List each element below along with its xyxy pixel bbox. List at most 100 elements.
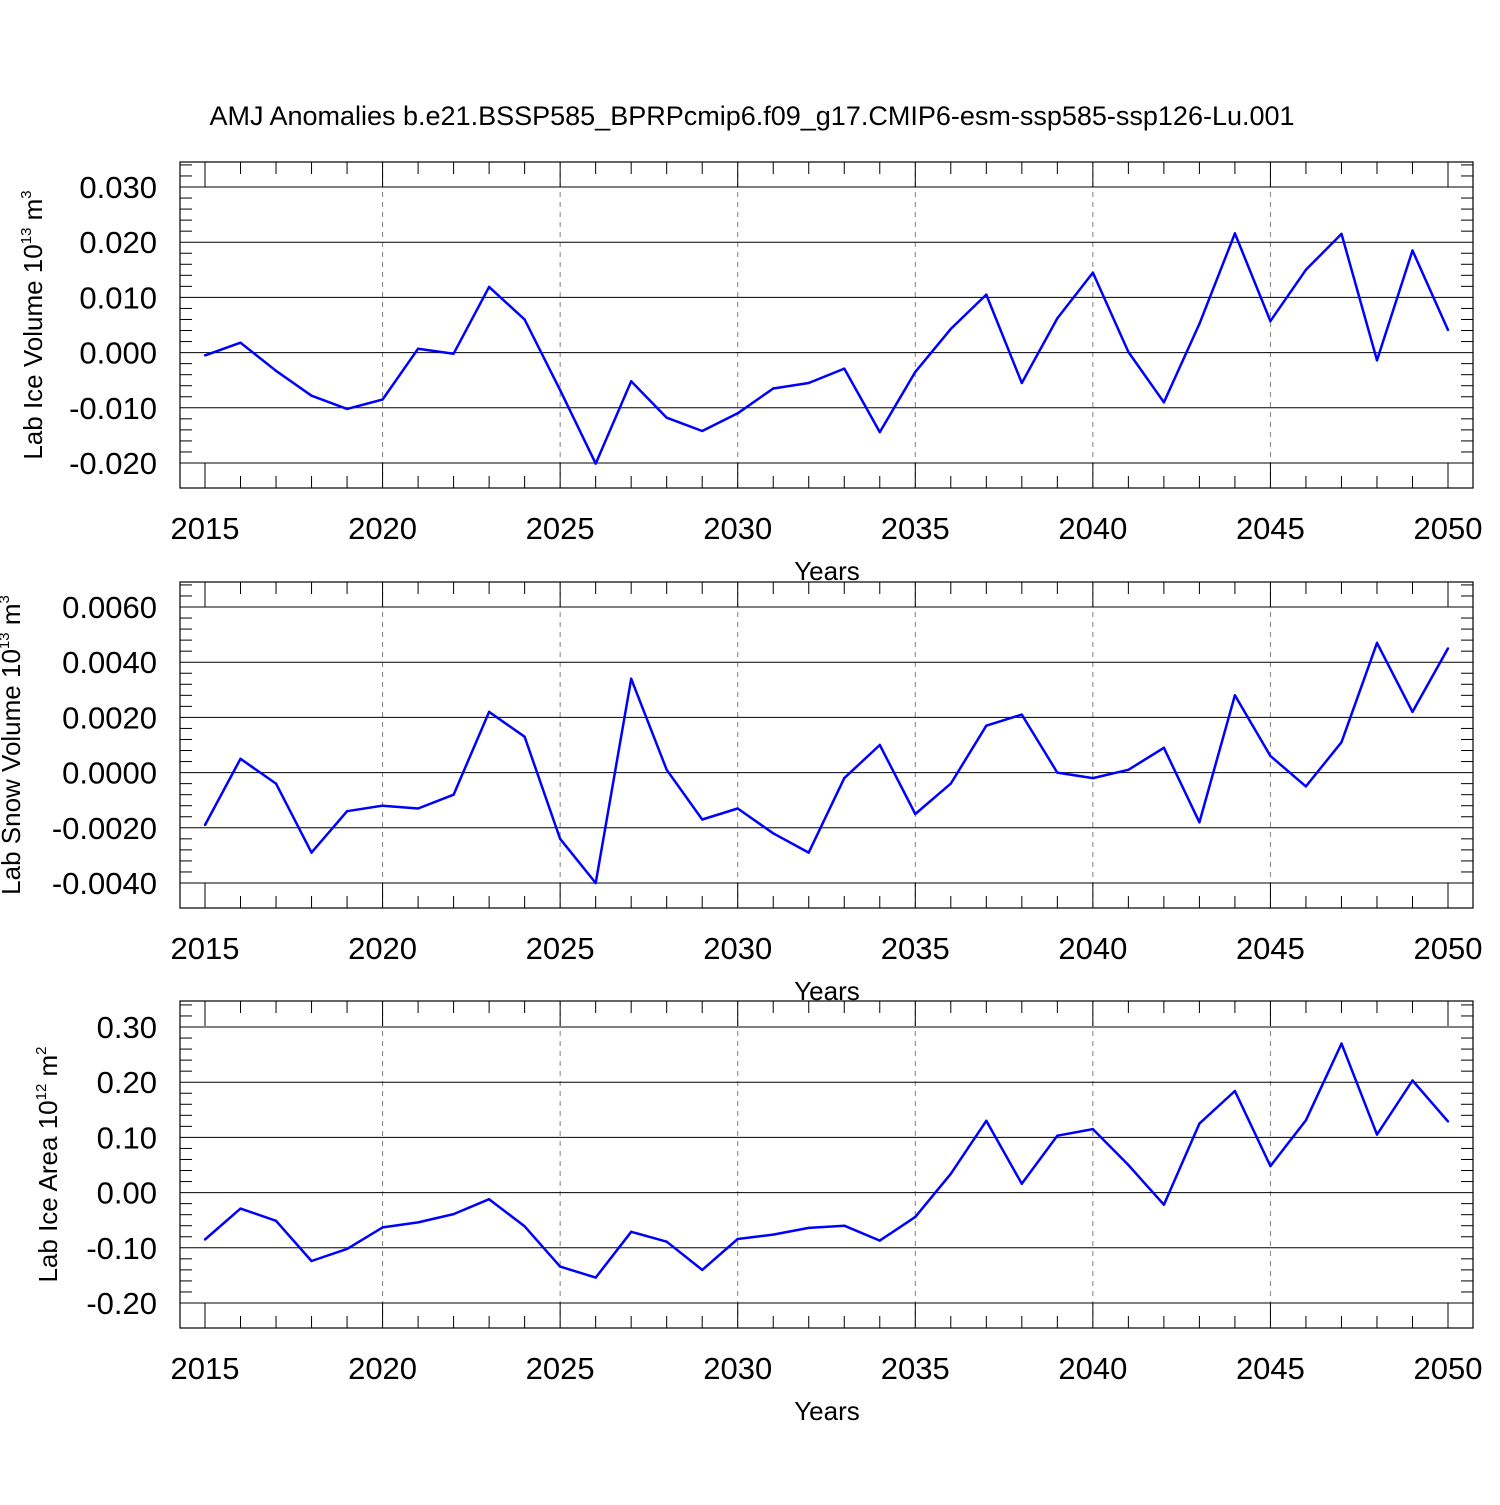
x-tick-label: 2045 [1236, 1351, 1305, 1386]
y-axis-label-exponent: 3 [18, 190, 35, 198]
y-tick-label: 0.00 [97, 1176, 157, 1211]
y-tick-label: 0.0020 [62, 700, 157, 735]
data-point [416, 347, 420, 350]
x-tick-label: 2030 [703, 511, 772, 546]
data-point [1269, 1164, 1272, 1168]
x-tick-label: 2035 [881, 931, 950, 966]
data-point [310, 1259, 313, 1263]
x-tick-label: 2040 [1058, 511, 1127, 546]
y-axis-label-part: Lab Ice Volume 10 [18, 244, 48, 459]
y-axis-label-part: m [33, 1055, 63, 1084]
y-axis-label-exponent: 12 [33, 1084, 50, 1101]
y-tick-label: -0.020 [69, 446, 157, 481]
data-point [1269, 319, 1272, 323]
data-point [1411, 710, 1414, 714]
data-point [772, 387, 775, 390]
data-point [452, 352, 455, 355]
data-point [1233, 232, 1237, 235]
x-tick-label: 2030 [703, 1351, 772, 1386]
series-line [204, 1042, 1449, 1279]
data-point [274, 369, 278, 373]
data-point [1127, 1163, 1130, 1167]
data-point [1304, 785, 1308, 788]
data-point [914, 370, 917, 374]
data-point [1446, 1120, 1450, 1123]
data-point [203, 823, 207, 827]
data-point [558, 388, 562, 392]
data-point [1056, 317, 1059, 320]
data-point [203, 1238, 207, 1241]
y-tick-label: -0.010 [69, 391, 157, 426]
data-point [1020, 381, 1024, 385]
data-point [1198, 322, 1201, 326]
x-axis-label: Years [794, 1396, 860, 1426]
data-point [1375, 1133, 1379, 1136]
data-point [381, 1226, 384, 1229]
data-point [1340, 232, 1343, 236]
x-tick-label: 2020 [348, 931, 417, 966]
series-line [204, 232, 1450, 465]
data-point [843, 776, 846, 780]
data-point [594, 1276, 597, 1279]
data-point [914, 812, 917, 816]
data-point [1091, 271, 1095, 274]
data-point [1162, 746, 1166, 749]
data-point [345, 407, 349, 411]
y-axis-label-exponent: 13 [18, 228, 35, 245]
data-point [701, 818, 704, 821]
data-point [1304, 1119, 1308, 1122]
data-point [274, 1219, 278, 1222]
data-point [1446, 328, 1450, 332]
data-point [629, 380, 633, 383]
data-point [203, 354, 207, 357]
data-point [1340, 741, 1343, 744]
data-point [1233, 694, 1237, 697]
x-tick-label: 2040 [1058, 1351, 1127, 1386]
y-tick-label: 0.020 [79, 225, 157, 260]
y-tick-label: -0.20 [86, 1286, 157, 1321]
data-point [274, 782, 278, 785]
data-point [843, 1224, 846, 1227]
data-point [523, 1225, 526, 1228]
data-point [381, 398, 384, 401]
data-point [1162, 1203, 1166, 1206]
data-point [487, 1198, 491, 1201]
x-tick-label: 2020 [348, 511, 417, 546]
y-axis-label-exponent: 13 [0, 632, 13, 649]
data-point [381, 804, 384, 807]
data-point [1411, 1079, 1414, 1082]
data-point [629, 677, 633, 680]
y-tick-label: -0.10 [86, 1231, 157, 1266]
data-point [949, 1172, 952, 1176]
data-point [843, 367, 846, 370]
y-axis-label-part: Lab Ice Area 10 [33, 1100, 63, 1282]
data-point [1375, 359, 1379, 362]
chart-panel-2: 2015 2020 2025 2030 2035 2040 2045 2050 -0.0040 -… [0, 581, 1482, 1006]
data-point [665, 768, 668, 772]
data-point [1198, 821, 1201, 824]
data-point [807, 851, 810, 854]
data-point [1446, 647, 1450, 650]
data-point [1091, 776, 1095, 780]
y-tick-label: 0.30 [97, 1010, 157, 1045]
data-point [665, 1240, 668, 1243]
data-point [1056, 1134, 1059, 1137]
data-point [985, 1119, 988, 1123]
data-point [949, 782, 952, 785]
data-point [594, 881, 597, 885]
x-tick-label: 2015 [171, 511, 240, 546]
data-point [807, 381, 810, 385]
data-point [239, 1207, 242, 1210]
data-point [1020, 713, 1024, 716]
data-point [878, 1239, 881, 1242]
y-tick-label: 0.0000 [62, 756, 157, 791]
data-point [523, 735, 526, 738]
series-line [203, 641, 1450, 885]
x-tick-label: 2015 [171, 1351, 240, 1386]
y-tick-label: 0.030 [79, 170, 157, 205]
x-tick-label: 2025 [526, 1351, 595, 1386]
data-point [985, 724, 988, 727]
data-point [1020, 1182, 1024, 1185]
data-point [736, 1237, 739, 1241]
